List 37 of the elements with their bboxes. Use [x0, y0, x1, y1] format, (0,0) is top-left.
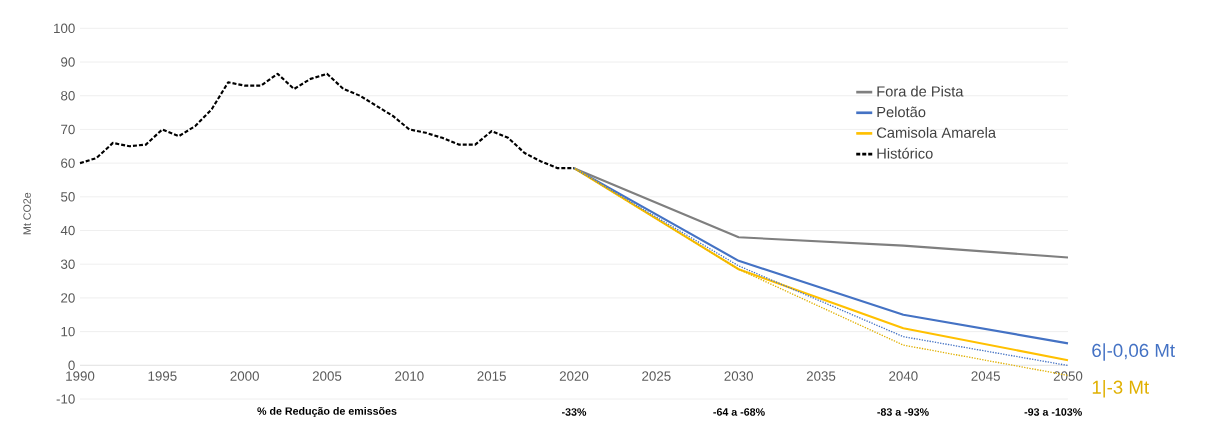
y-tick-label: 40	[60, 225, 75, 236]
x-tick-label: 2040	[889, 371, 918, 381]
legend-label: Fora de Pista	[877, 85, 964, 97]
y-tick-label: 50	[61, 192, 75, 202]
y-tick-label: 60	[61, 158, 75, 168]
y-tick-label: 70	[61, 124, 75, 135]
text: -83 a -93%	[877, 408, 929, 416]
x-tick-label: 1990	[66, 371, 95, 381]
x-tick-label: 2000	[230, 371, 259, 381]
x-tick-label: 2010	[395, 371, 424, 381]
text: -64 a -68%	[713, 408, 765, 416]
text: -33%	[561, 408, 587, 416]
y-tick-label: 100	[54, 23, 75, 34]
x-tick-label: 2035	[806, 371, 836, 381]
y-tick-label: 10	[61, 326, 75, 337]
x-tick-label: 2045	[971, 371, 1000, 381]
x-tick-label: 2005	[312, 371, 342, 381]
y-tick-label: 20	[61, 293, 75, 303]
y-tick-label: 90	[61, 57, 75, 67]
legend-label: Camisola Amarela	[876, 127, 997, 138]
y-tick-label: 0	[68, 360, 75, 371]
legend-label: Histórico	[877, 147, 933, 159]
x-tick-label: 2050	[1053, 371, 1083, 381]
y-tick-label: 80	[61, 91, 75, 101]
text: -93 a -103%	[1024, 408, 1082, 416]
y-tick-label: -10	[56, 394, 75, 404]
x-tick-label: 1995	[148, 371, 177, 381]
x-tick-label: 2020	[559, 371, 589, 381]
legend-label: Pelotão	[877, 106, 926, 118]
text: % de Redução de emissões	[257, 407, 397, 417]
x-tick-label: 2030	[724, 371, 753, 381]
y-tick-label: 30	[60, 259, 75, 269]
y-axis-title: Mt CO2e	[23, 192, 31, 235]
annotation: 1|-3 Mt	[1092, 380, 1149, 398]
annotation: 6|-0,06 Mt	[1092, 343, 1175, 361]
x-tick-label: 2015	[477, 371, 506, 381]
x-tick-label: 2025	[642, 371, 671, 381]
